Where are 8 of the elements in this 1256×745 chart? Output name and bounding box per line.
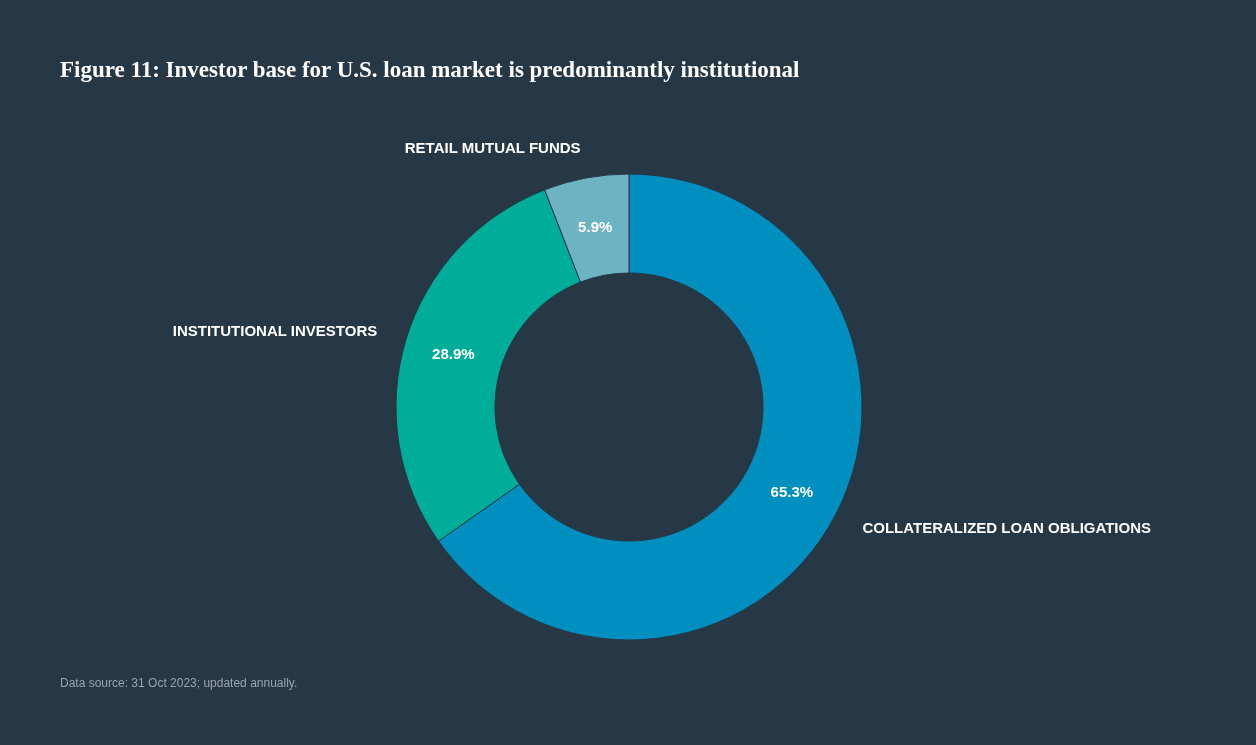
slice-label: COLLATERALIZED LOAN OBLIGATIONS	[862, 519, 1152, 537]
data-label: 65.3%	[770, 482, 814, 500]
slice-label: RETAIL MUTUAL FUNDS	[404, 139, 581, 157]
chart-title: Figure 11: Investor base for U.S. loan market is predominantly institutional	[60, 57, 800, 82]
source-note: Data source: 31 Oct 2023; updated annually.	[60, 676, 298, 690]
slice-label: INSTITUTIONAL INVESTORS	[172, 321, 378, 339]
data-label: 5.9%	[578, 217, 613, 235]
data-label: 28.9%	[432, 344, 475, 362]
